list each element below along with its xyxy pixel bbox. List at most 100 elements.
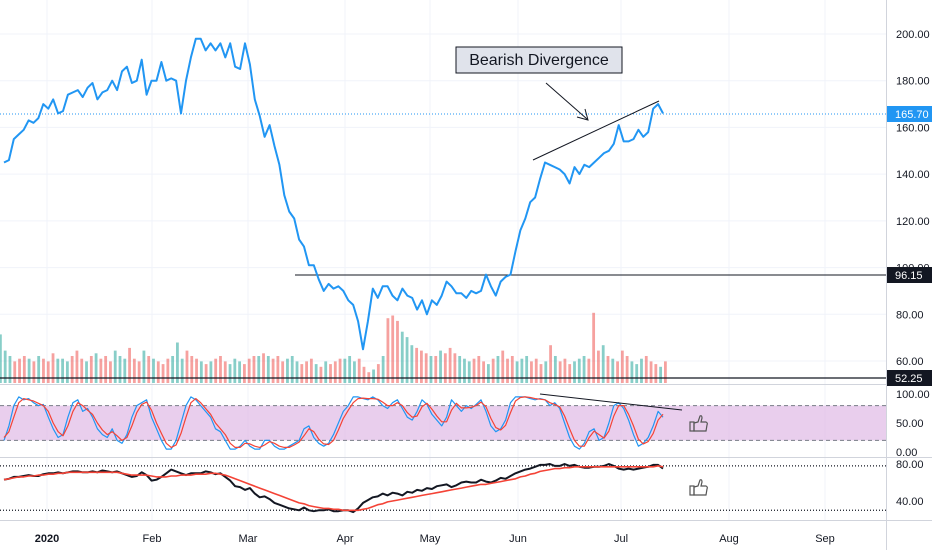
volume-bar: [266, 356, 270, 383]
volume-bar: [204, 364, 208, 383]
volume-bar: [573, 361, 576, 383]
volume-bar: [209, 361, 213, 383]
volume-bar: [80, 358, 84, 383]
volume-bar: [290, 356, 294, 383]
volume-bar: [549, 345, 552, 383]
volume-bar: [410, 345, 414, 383]
volume-bar: [22, 356, 26, 383]
volume-bar: [458, 356, 462, 383]
oscillator-line-1: [3, 463, 664, 514]
volume-bar: [51, 353, 55, 383]
annotation-arrow-head: [576, 108, 589, 121]
volume-bar: [664, 361, 667, 383]
volume-bar: [597, 350, 600, 383]
volume-bar: [56, 358, 60, 383]
volume-bar: [343, 358, 347, 383]
volume-bar: [99, 358, 103, 383]
x-axis-tick: May: [420, 533, 441, 545]
annotation-box: [455, 46, 623, 74]
volume-bar: [137, 361, 141, 383]
stochastic-trendline: [539, 393, 683, 411]
volume-bar: [147, 356, 151, 383]
x-axis-tick: Apr: [336, 533, 353, 545]
price-axis-tick: 120.00: [896, 216, 930, 228]
x-axis-tick: Feb: [143, 533, 162, 545]
volume-bar: [515, 361, 519, 383]
volume-bar: [544, 361, 548, 383]
volume-bar: [190, 356, 194, 383]
oscillator-axis-tick: 80.00: [896, 459, 924, 471]
volume-bar: [472, 358, 476, 383]
volume-bar: [353, 361, 356, 383]
volume-bar: [61, 358, 64, 383]
x-axis-tick: 2020: [35, 533, 59, 545]
volume-bar: [185, 350, 189, 383]
volume-bar: [372, 369, 375, 383]
volume-bar: [520, 358, 524, 383]
volume-bar: [357, 358, 361, 383]
volume-bar: [242, 364, 246, 383]
price-label-box: [887, 106, 932, 122]
x-axis-tick: Aug: [719, 533, 739, 545]
volume-bar: [238, 361, 242, 383]
volume-bar: [530, 361, 533, 383]
volume-bar: [506, 358, 509, 383]
volume-bar: [491, 358, 495, 383]
volume-bar: [171, 356, 175, 383]
volume-bar: [486, 364, 490, 383]
thumbs-up-icon: [689, 479, 708, 496]
volume-bar: [233, 358, 237, 383]
volume-bar: [18, 358, 21, 383]
annotation-arrow-shaft: [545, 82, 588, 120]
volume-bar: [606, 356, 610, 383]
grid-vertical: [0, 0, 886, 520]
volume-bar: [482, 361, 486, 383]
price-label-text: 52.25: [895, 373, 923, 385]
volume-bar: [601, 345, 605, 383]
volume-bar: [271, 358, 275, 383]
volume-bar: [113, 350, 117, 383]
volume-bar: [348, 356, 352, 383]
volume-bar: [228, 364, 232, 383]
volume-bar: [443, 353, 447, 383]
stochastic-axis-tick: 50.00: [896, 418, 924, 430]
volume-bar: [439, 350, 442, 383]
volume-bar: [161, 364, 165, 383]
volume-bar: [319, 366, 323, 383]
volume-bar: [128, 347, 131, 383]
volume-bar: [132, 358, 136, 383]
price-label-text: 165.70: [895, 109, 929, 121]
volume-bar: [13, 361, 17, 383]
x-axis-tick: Jul: [614, 533, 628, 545]
volume-bar: [27, 358, 31, 383]
volume-bar: [386, 318, 390, 383]
volume-bar: [152, 358, 155, 383]
volume-bar: [405, 337, 409, 383]
volume-bar: [276, 356, 280, 383]
volume-bar: [314, 364, 318, 383]
volume-bar: [247, 358, 251, 383]
volume-bar: [65, 361, 69, 383]
volume-bar: [582, 356, 586, 383]
thumbs-up-icon: [689, 415, 708, 432]
volume-bar: [534, 358, 538, 383]
stochastic-line-2: [3, 396, 664, 448]
volume-bar: [8, 356, 12, 383]
volume-bar: [37, 356, 41, 383]
volume-bar: [525, 356, 529, 383]
volume-bar: [381, 356, 385, 383]
annotation-label: Bearish Divergence: [469, 52, 609, 69]
volume-bar: [448, 347, 452, 383]
volume-bar: [176, 342, 179, 383]
volume-bar: [309, 358, 313, 383]
volume-bar: [420, 350, 423, 383]
volume-bar: [625, 356, 629, 383]
volume-bar: [199, 361, 203, 383]
volume-bar: [400, 331, 404, 383]
volume-bar: [219, 356, 222, 383]
volume-bar: [104, 356, 108, 383]
price-series-line: [3, 37, 664, 351]
volume-bar: [85, 361, 88, 383]
volume-bar: [195, 358, 198, 383]
